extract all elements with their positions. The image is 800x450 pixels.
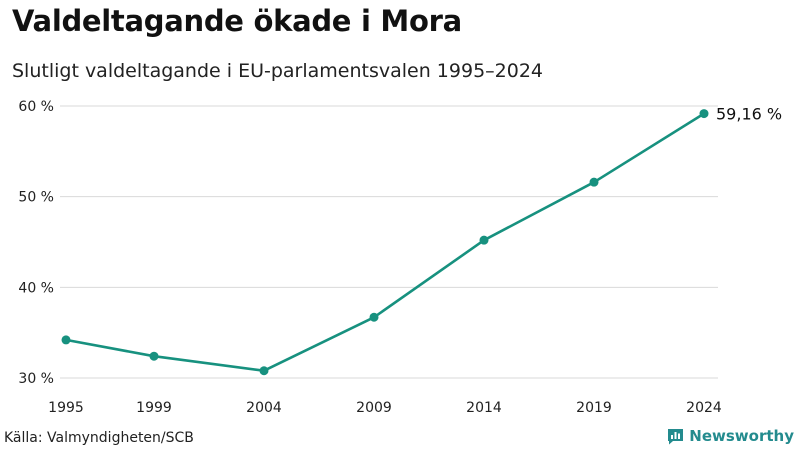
series-line	[64, 112, 706, 373]
x-tick-label: 2019	[576, 400, 612, 416]
annotations: 59,16 %	[716, 105, 782, 124]
x-tick-label: 2004	[246, 400, 282, 416]
source-note: Källa: Valmyndigheten/SCB	[4, 430, 194, 446]
chart-title: Valdeltagande ökade i Mora	[12, 4, 462, 38]
y-axis-tick-labels: 30 % 40 % 50 % 60 %	[18, 99, 54, 387]
x-tick-label: 2014	[466, 400, 502, 416]
data-point	[699, 109, 709, 119]
x-tick-label: 1995	[48, 400, 84, 416]
y-tick-label: 40 %	[18, 280, 54, 296]
y-tick-label: 60 %	[18, 99, 54, 115]
data-point	[61, 335, 71, 345]
end-value-label: 59,16 %	[716, 105, 782, 124]
x-axis-tick-labels: 1995 1999 2004 2009 2014 2019 2024	[48, 400, 722, 416]
data-point	[259, 366, 269, 376]
chart-subtitle: Slutligt valdeltagande i EU-parlamentsva…	[12, 60, 544, 82]
data-point	[479, 235, 489, 245]
data-point	[589, 177, 599, 187]
gridlines	[60, 105, 718, 379]
y-tick-label: 30 %	[18, 371, 54, 387]
y-tick-label: 50 %	[18, 190, 54, 206]
brand-name: Newsworthy	[689, 427, 794, 445]
x-tick-label: 2009	[356, 400, 392, 416]
bar-chart-icon	[668, 428, 684, 444]
data-point	[369, 312, 379, 322]
x-tick-label: 2024	[686, 400, 722, 416]
series	[61, 109, 709, 376]
data-point	[149, 351, 159, 361]
x-tick-label: 1999	[136, 400, 172, 416]
newsworthy-logo: Newsworthy	[667, 427, 794, 445]
